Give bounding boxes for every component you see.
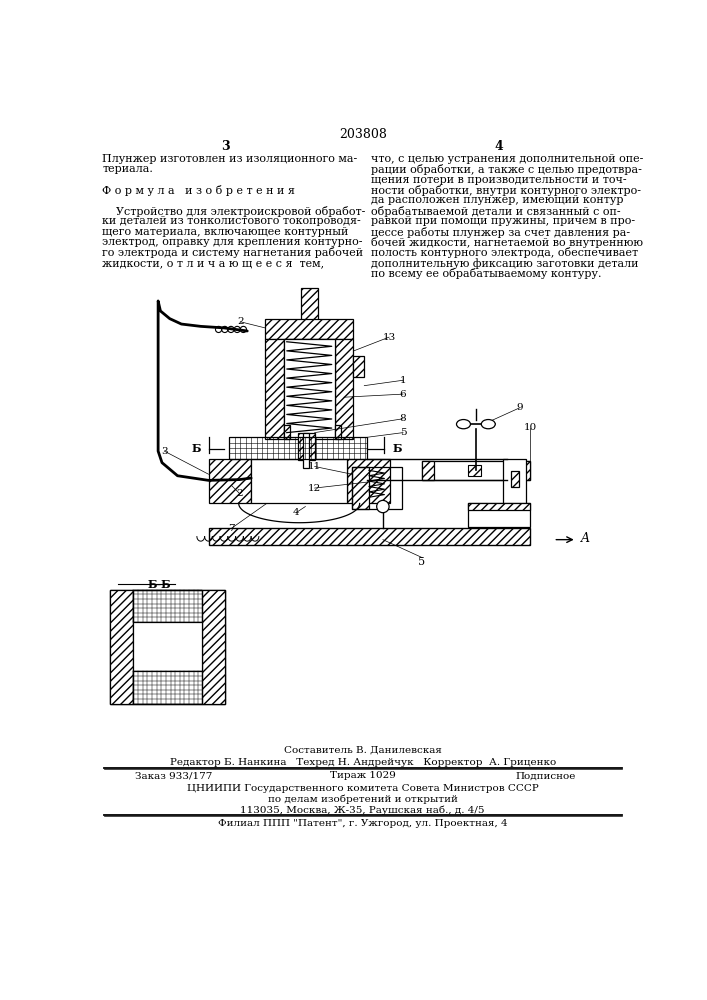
Text: 203808: 203808: [339, 128, 387, 141]
Bar: [265, 339, 284, 439]
Text: обрабатываемой детали и связанный с оп-: обрабатываемой детали и связанный с оп-: [371, 206, 621, 217]
Bar: [335, 425, 341, 439]
Bar: [468, 465, 481, 476]
Bar: [503, 459, 526, 505]
Bar: [209, 528, 530, 545]
Text: щения потери в производительности и точ-: щения потери в производительности и точ-: [371, 175, 627, 185]
Text: 5: 5: [399, 428, 407, 437]
Text: бочей жидкости, нагнетаемой во внутреннюю: бочей жидкости, нагнетаемой во внутренню…: [371, 237, 643, 248]
Text: Б: Б: [192, 443, 201, 454]
Text: что, с целью устранения дополнительной опе-: что, с целью устранения дополнительной о…: [371, 154, 643, 164]
Bar: [300, 288, 317, 322]
Bar: [284, 425, 290, 439]
Text: Филиал ППП "Патент", г. Ужгород, ул. Проектная, 4: Филиал ППП "Патент", г. Ужгород, ул. Про…: [218, 819, 508, 828]
Text: Плунжер изготовлен из изоляционного ма-: Плунжер изготовлен из изоляционного ма-: [103, 154, 358, 164]
Bar: [347, 459, 390, 503]
Text: 3: 3: [221, 140, 230, 153]
Bar: [134, 622, 201, 671]
Text: ЦНИИПИ Государственного комитета Совета Министров СССР: ЦНИИПИ Государственного комитета Совета …: [187, 784, 539, 793]
Text: ности обработки, внутри контурного электро-: ности обработки, внутри контурного элект…: [371, 185, 641, 196]
Text: 1: 1: [399, 376, 407, 385]
Text: 13: 13: [382, 333, 396, 342]
Bar: [209, 459, 251, 503]
Text: го электрода и систему нагнетания рабочей: го электрода и систему нагнетания рабоче…: [103, 247, 363, 258]
Text: да расположен плунжер, имеющий контур: да расположен плунжер, имеющий контур: [371, 195, 624, 205]
Text: 4: 4: [495, 140, 503, 153]
Bar: [421, 461, 434, 480]
Text: 11: 11: [308, 462, 321, 471]
Bar: [298, 433, 315, 460]
Bar: [421, 461, 530, 480]
Text: 3: 3: [161, 447, 168, 456]
Text: по всему ее обрабатываемому контуру.: по всему ее обрабатываемому контуру.: [371, 268, 602, 279]
Bar: [284, 339, 335, 356]
Text: жидкости, о т л и ч а ю щ е е с я  тем,: жидкости, о т л и ч а ю щ е е с я тем,: [103, 258, 325, 268]
Text: полость контурного электрода, обеспечивает: полость контурного электрода, обеспечива…: [371, 247, 638, 258]
Text: ки деталей из тонколистового токопроводя-: ки деталей из тонколистового токопроводя…: [103, 216, 361, 226]
Text: A: A: [580, 532, 590, 545]
Bar: [230, 437, 368, 459]
Text: равкой при помощи пружины, причем в про-: равкой при помощи пружины, причем в про-: [371, 216, 636, 226]
Text: 2: 2: [236, 489, 243, 498]
Bar: [201, 590, 225, 704]
Text: Составитель В. Данилевская: Составитель В. Данилевская: [284, 745, 442, 754]
Text: 12: 12: [308, 484, 321, 493]
Bar: [134, 671, 201, 704]
Text: дополнительную фиксацию заготовки детали: дополнительную фиксацию заготовки детали: [371, 258, 638, 269]
Text: цессе работы плунжер за счет давления ра-: цессе работы плунжер за счет давления ра…: [371, 227, 631, 238]
Text: Тираж 1029: Тираж 1029: [329, 771, 396, 780]
Bar: [284, 339, 335, 439]
Ellipse shape: [481, 420, 495, 429]
Bar: [335, 339, 354, 439]
Bar: [510, 471, 518, 487]
Bar: [518, 461, 530, 480]
Text: электрод, оправку для крепления контурно-: электрод, оправку для крепления контурно…: [103, 237, 363, 247]
Bar: [110, 590, 225, 704]
Text: 10: 10: [523, 424, 537, 432]
Text: Заказ 933/177: Заказ 933/177: [135, 771, 212, 780]
Text: 8: 8: [399, 414, 407, 423]
Text: по делам изобретений и открытий: по делам изобретений и открытий: [268, 795, 457, 804]
Bar: [110, 590, 134, 704]
Bar: [265, 319, 354, 339]
Text: 5: 5: [418, 557, 425, 567]
Bar: [352, 466, 369, 509]
Text: 113035, Москва, Ж-35, Раушская наб., д. 4/5: 113035, Москва, Ж-35, Раушская наб., д. …: [240, 805, 485, 815]
Text: Б-Б: Б-Б: [148, 579, 172, 590]
Text: рации обработки, а также с целью предотвра-: рации обработки, а также с целью предотв…: [371, 164, 642, 175]
Bar: [468, 503, 530, 527]
Bar: [134, 590, 201, 622]
Text: Б: Б: [392, 443, 402, 454]
Text: Редактор Б. Нанкина   Техред Н. Андрейчук   Корректор  А. Гриценко: Редактор Б. Нанкина Техред Н. Андрейчук …: [170, 758, 556, 767]
Text: 6: 6: [399, 390, 407, 399]
Bar: [354, 356, 364, 377]
Text: Ф о р м у л а   и з о б р е т е н и я: Ф о р м у л а и з о б р е т е н и я: [103, 185, 296, 196]
Bar: [251, 459, 347, 503]
Text: 9: 9: [516, 403, 522, 412]
Ellipse shape: [457, 420, 470, 429]
Bar: [468, 503, 530, 510]
Text: Подписное: Подписное: [515, 771, 575, 780]
Bar: [352, 466, 402, 509]
Bar: [303, 433, 309, 468]
Circle shape: [377, 500, 389, 513]
Text: Устройство для электроискровой обработ-: Устройство для электроискровой обработ-: [103, 206, 366, 217]
Text: 7: 7: [228, 524, 235, 533]
Text: 2: 2: [237, 317, 244, 326]
Text: териала.: териала.: [103, 164, 153, 174]
Text: щего материала, включающее контурный: щего материала, включающее контурный: [103, 227, 349, 237]
Text: 4: 4: [293, 508, 299, 517]
